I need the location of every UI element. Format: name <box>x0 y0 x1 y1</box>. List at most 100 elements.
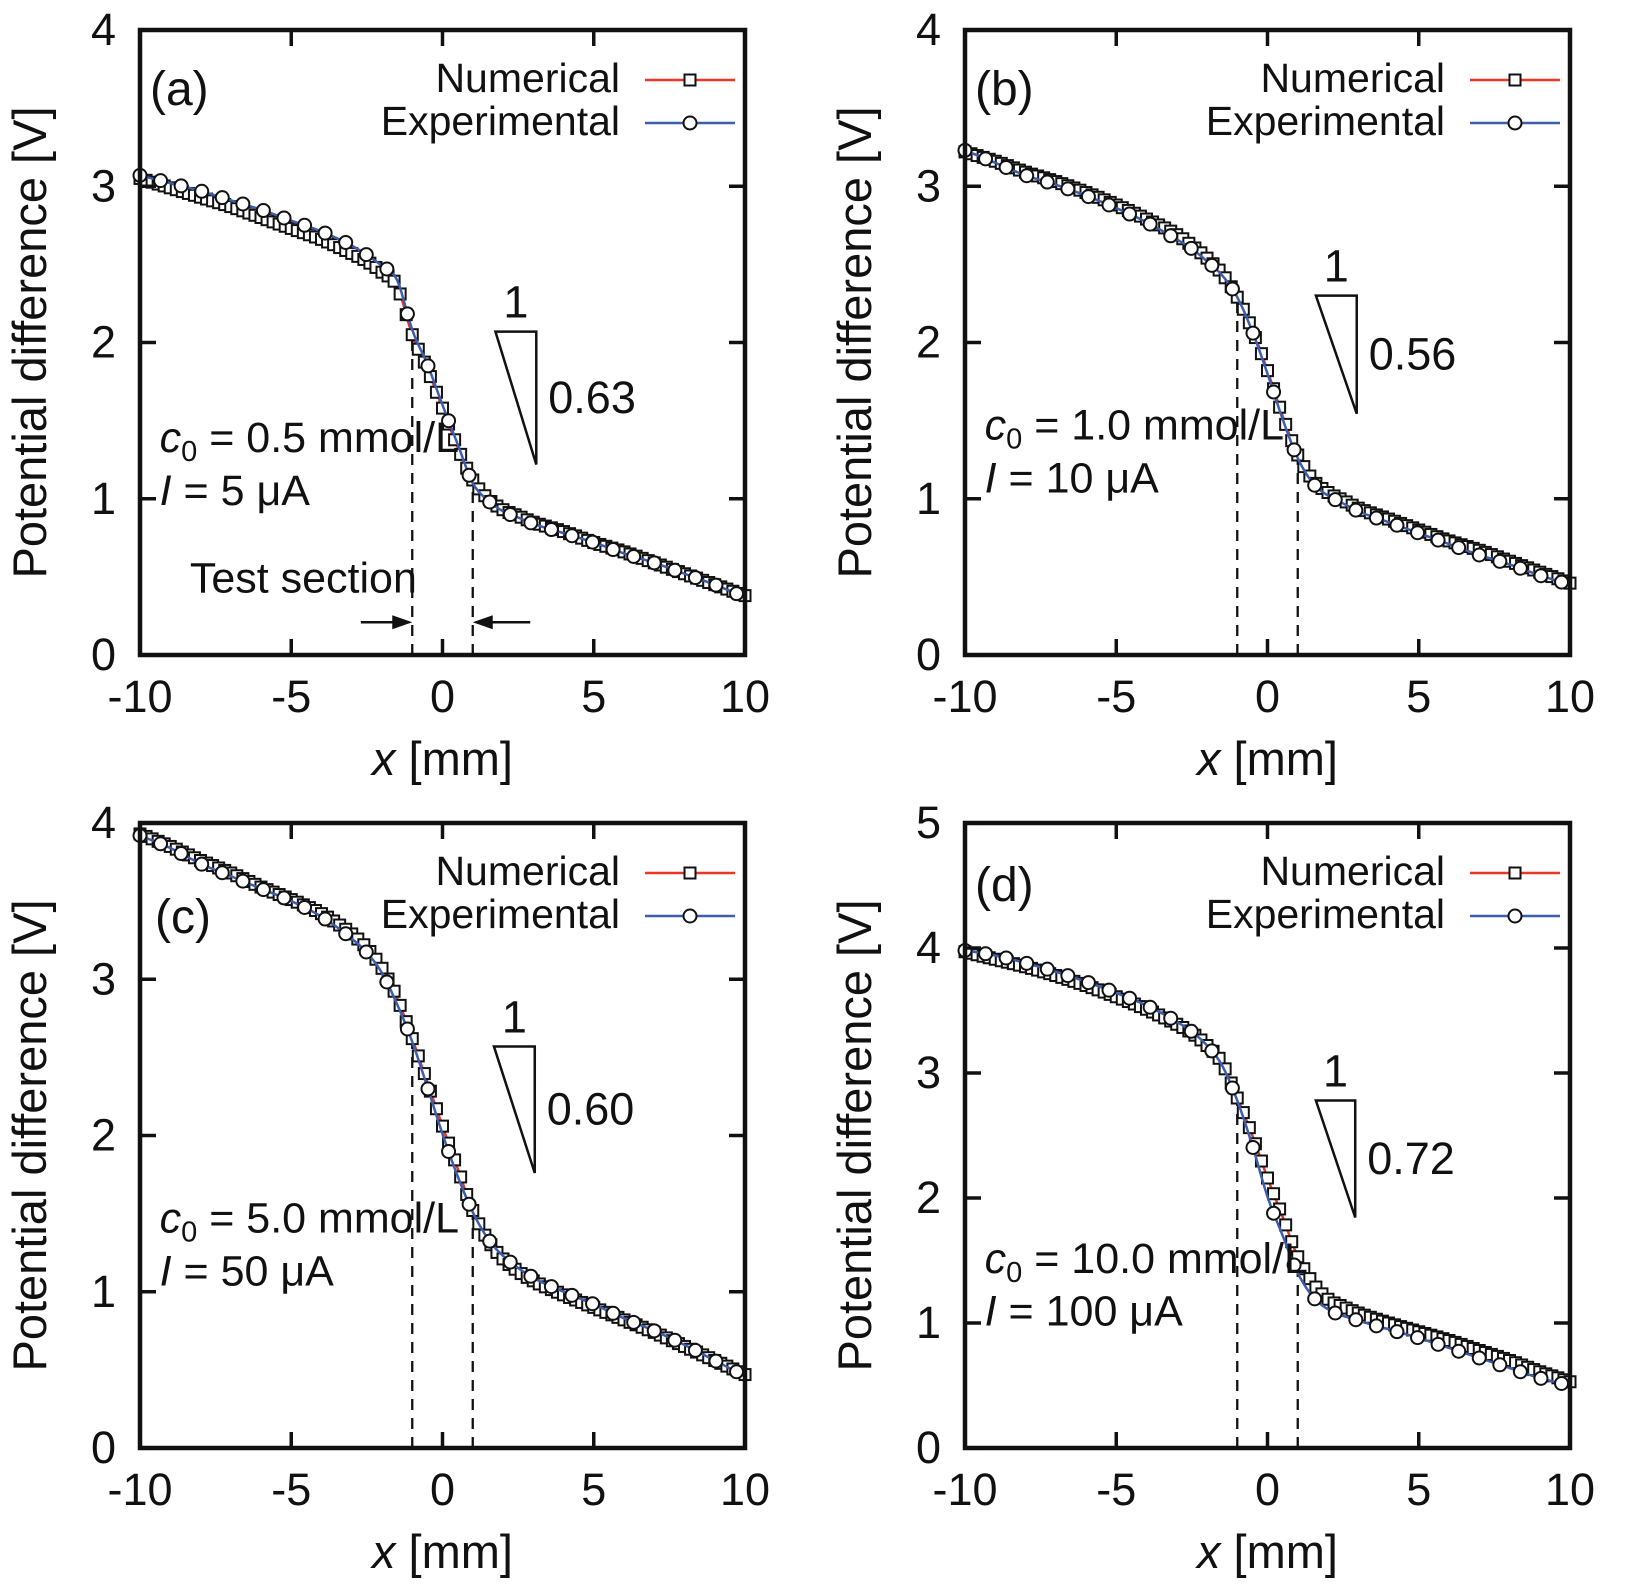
experimental-marker <box>1492 553 1508 569</box>
legend-label: Numerical <box>435 848 620 894</box>
experimental-marker <box>978 946 994 962</box>
experimental-marker <box>1451 540 1467 556</box>
experimental-marker <box>729 586 745 602</box>
experimental-marker <box>276 210 292 226</box>
experimental-marker <box>1348 502 1364 518</box>
y-tick-label: 1 <box>916 1297 941 1348</box>
y-tick-label: 0 <box>91 1422 116 1473</box>
y-tick-label: 0 <box>916 629 941 680</box>
concentration-annotation: c0 = 10.0 mmol/L <box>985 1235 1308 1289</box>
x-tick-label: 0 <box>430 671 455 722</box>
experimental-marker <box>626 548 642 564</box>
experimental-marker <box>708 1353 724 1369</box>
experimental-marker <box>1554 1375 1570 1391</box>
experimental-marker <box>1060 968 1076 984</box>
experimental-marker <box>1183 1023 1199 1039</box>
experimental-marker <box>358 247 374 263</box>
x-tick-label: -5 <box>271 1464 311 1515</box>
experimental-marker <box>667 562 683 578</box>
experimental-marker <box>1245 325 1261 341</box>
experimental-marker <box>1389 517 1405 533</box>
experimental-marker <box>1163 1010 1179 1026</box>
concentration-annotation: c0 = 1.0 mmol/L <box>985 401 1284 455</box>
experimental-marker <box>1224 1080 1240 1096</box>
legend-circle-marker-icon <box>1507 908 1523 924</box>
slope-triangle <box>1314 1099 1357 1218</box>
experimental-marker <box>399 306 415 322</box>
experimental-marker <box>399 1021 415 1037</box>
y-axis-title: Potential difference [V] <box>3 106 56 578</box>
slope-triangle <box>493 330 538 465</box>
experimental-marker <box>646 1323 662 1339</box>
y-tick-label: 0 <box>91 629 116 680</box>
test-section-label: Test section <box>190 555 417 603</box>
y-tick-label: 1 <box>91 473 116 524</box>
experimental-marker <box>1348 1312 1364 1328</box>
experimental-marker <box>1327 492 1343 508</box>
experimental-marker <box>338 926 354 942</box>
x-axis-title: x [mm] <box>1195 1525 1338 1578</box>
experimental-marker <box>1471 547 1487 563</box>
current-annotation: I = 50 μA <box>160 1248 335 1296</box>
experimental-marker <box>1492 1357 1508 1373</box>
experimental-marker <box>1122 990 1138 1006</box>
experimental-marker <box>461 1196 477 1212</box>
experimental-marker <box>1410 1330 1426 1346</box>
experimental-marker <box>173 846 189 862</box>
x-tick-label: -5 <box>271 671 311 722</box>
legend-square-marker-icon <box>1508 73 1522 87</box>
legend-circle-marker-icon <box>682 115 698 131</box>
experimental-marker <box>276 890 292 906</box>
legend-label: Experimental <box>381 891 620 937</box>
experimental-marker <box>1019 168 1035 184</box>
x-tick-label: 10 <box>720 671 770 722</box>
experimental-marker <box>1389 1324 1405 1340</box>
experimental-marker <box>1204 1043 1220 1059</box>
numerical-markers <box>133 171 752 603</box>
y-axis-title: Potential difference [V] <box>828 899 881 1371</box>
experimental-marker <box>543 522 559 538</box>
experimental-marker <box>214 190 230 206</box>
y-tick-label: 4 <box>91 4 116 55</box>
y-tick-label: 3 <box>91 160 116 211</box>
experimental-marker <box>441 1143 457 1159</box>
panel-label: (b) <box>975 63 1034 116</box>
experimental-marker <box>564 1287 580 1303</box>
panel-a-container: -10 -5 0 5 10 0 1 2 3 4 Numerical Experimental (a) c0… <box>0 0 825 793</box>
panel-d-container: -10 -5 0 5 10 0 1 2 3 4 5 Numerical Experimental (d) c… <box>825 793 1650 1586</box>
legend-label: Numerical <box>1260 848 1445 894</box>
experimental-marker <box>153 836 169 852</box>
experimental-marker <box>482 494 498 510</box>
experimental-marker <box>255 203 271 219</box>
experimental-marker <box>605 542 621 558</box>
experimental-marker <box>153 173 169 189</box>
experimental-marker <box>441 413 457 429</box>
y-tick-label: 1 <box>916 473 941 524</box>
slope-value-label: 0.60 <box>547 1084 635 1135</box>
experimental-marker <box>667 1332 683 1348</box>
experimental-marker <box>502 507 518 523</box>
experimental-marker <box>1163 228 1179 244</box>
experimental-marker <box>461 467 477 483</box>
y-axis-title: Potential difference [V] <box>828 106 881 578</box>
experimental-marker <box>708 577 724 593</box>
experimental-marker <box>1245 1139 1261 1155</box>
experimental-marker <box>1327 1305 1343 1321</box>
legend-square-marker-icon <box>683 73 697 87</box>
experimental-marker <box>523 1268 539 1284</box>
experimental-marker <box>1307 1291 1323 1307</box>
experimental-marker <box>194 856 210 872</box>
panel-label: (d) <box>975 859 1034 912</box>
y-axis-title: Potential difference [V] <box>3 899 56 1371</box>
y-tick-label: 4 <box>916 4 941 55</box>
experimental-marker <box>998 159 1014 175</box>
experimental-marker <box>1286 1257 1302 1273</box>
slope-run-label: 1 <box>503 277 528 328</box>
